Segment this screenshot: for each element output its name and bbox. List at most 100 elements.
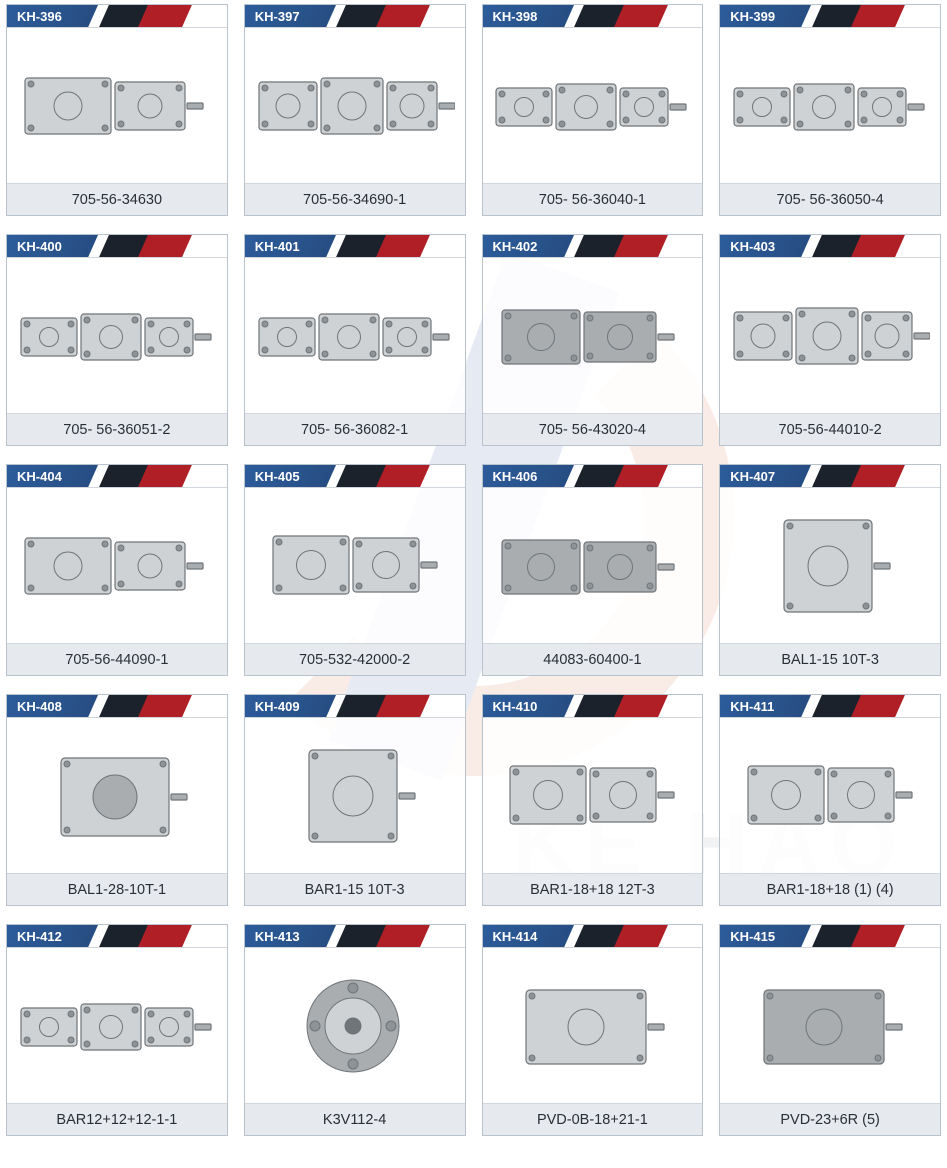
product-code: KH-403 — [730, 239, 775, 254]
product-card[interactable]: KH-406 44083-60400-1 — [482, 464, 704, 676]
product-card[interactable]: KH-415 PVD-23+6R (5) — [719, 924, 941, 1136]
product-card[interactable]: KH-396 705-56-34630 — [6, 4, 228, 216]
card-header: KH-404 — [7, 465, 227, 488]
product-code: KH-402 — [493, 239, 538, 254]
product-code: KH-398 — [493, 9, 538, 24]
product-image — [245, 948, 465, 1103]
product-image — [245, 258, 465, 413]
product-card[interactable]: KH-414 PVD-0B-18+21-1 — [482, 924, 704, 1136]
product-part-number: BAR1-15 10T-3 — [245, 873, 465, 905]
product-part-number: 705-56-34630 — [7, 183, 227, 215]
product-image — [720, 718, 940, 873]
product-image — [720, 28, 940, 183]
product-code: KH-397 — [255, 9, 300, 24]
card-header: KH-409 — [245, 695, 465, 718]
card-header: KH-398 — [483, 5, 703, 28]
product-code: KH-404 — [17, 469, 62, 484]
product-card[interactable]: KH-407 BAL1-15 10T-3 — [719, 464, 941, 676]
card-header: KH-415 — [720, 925, 940, 948]
product-part-number: 705-56-44010-2 — [720, 413, 940, 445]
product-card[interactable]: KH-402 705- 56-43020-4 — [482, 234, 704, 446]
card-header: KH-403 — [720, 235, 940, 258]
product-image — [7, 718, 227, 873]
product-image — [245, 718, 465, 873]
product-part-number: 705- 56-36082-1 — [245, 413, 465, 445]
product-image — [483, 948, 703, 1103]
card-header: KH-407 — [720, 465, 940, 488]
card-header: KH-405 — [245, 465, 465, 488]
product-card[interactable]: KH-409 BAR1-15 10T-3 — [244, 694, 466, 906]
product-code: KH-413 — [255, 929, 300, 944]
product-part-number: 44083-60400-1 — [483, 643, 703, 675]
product-card[interactable]: KH-400 705- 56-36051-2 — [6, 234, 228, 446]
product-card[interactable]: KH-399 705- 56-36050-4 — [719, 4, 941, 216]
product-image — [7, 488, 227, 643]
card-header: KH-401 — [245, 235, 465, 258]
card-header: KH-413 — [245, 925, 465, 948]
product-image — [245, 488, 465, 643]
product-code: KH-405 — [255, 469, 300, 484]
card-header: KH-411 — [720, 695, 940, 718]
product-image — [483, 28, 703, 183]
product-image — [7, 948, 227, 1103]
product-part-number: 705- 56-36050-4 — [720, 183, 940, 215]
product-part-number: 705- 56-43020-4 — [483, 413, 703, 445]
product-card[interactable]: KH-412 BAR12+12+12-1-1 — [6, 924, 228, 1136]
product-part-number: 705- 56-36051-2 — [7, 413, 227, 445]
product-code: KH-409 — [255, 699, 300, 714]
product-image — [7, 28, 227, 183]
product-card[interactable]: KH-411 BAR1-18+18 (1) (4) — [719, 694, 941, 906]
product-image — [720, 258, 940, 413]
card-header: KH-408 — [7, 695, 227, 718]
product-code: KH-411 — [730, 699, 774, 714]
card-header: KH-400 — [7, 235, 227, 258]
product-image — [720, 488, 940, 643]
product-part-number: 705-56-34690-1 — [245, 183, 465, 215]
product-image — [720, 948, 940, 1103]
product-card[interactable]: KH-401 705- 56-36082-1 — [244, 234, 466, 446]
product-image — [483, 258, 703, 413]
product-image — [483, 718, 703, 873]
product-grid: KH-396 705-56-34630 KH-397 705-56-34690-… — [6, 4, 941, 1136]
card-header: KH-399 — [720, 5, 940, 28]
product-part-number: 705-532-42000-2 — [245, 643, 465, 675]
product-part-number: BAR1-18+18 12T-3 — [483, 873, 703, 905]
product-code: KH-408 — [17, 699, 62, 714]
product-image — [7, 258, 227, 413]
product-part-number: BAL1-15 10T-3 — [720, 643, 940, 675]
product-code: KH-415 — [730, 929, 775, 944]
product-code: KH-401 — [255, 239, 300, 254]
product-part-number: BAR12+12+12-1-1 — [7, 1103, 227, 1135]
product-part-number: PVD-23+6R (5) — [720, 1103, 940, 1135]
product-card[interactable]: KH-404 705-56-44090-1 — [6, 464, 228, 676]
product-code: KH-412 — [17, 929, 62, 944]
card-header: KH-397 — [245, 5, 465, 28]
product-part-number: BAL1-28-10T-1 — [7, 873, 227, 905]
product-card[interactable]: KH-398 705- 56-36040-1 — [482, 4, 704, 216]
card-header: KH-402 — [483, 235, 703, 258]
product-card[interactable]: KH-397 705-56-34690-1 — [244, 4, 466, 216]
product-card[interactable]: KH-403 705-56-44010-2 — [719, 234, 941, 446]
product-code: KH-414 — [493, 929, 538, 944]
product-part-number: K3V112-4 — [245, 1103, 465, 1135]
product-card[interactable]: KH-408 BAL1-28-10T-1 — [6, 694, 228, 906]
product-part-number: BAR1-18+18 (1) (4) — [720, 873, 940, 905]
product-part-number: 705- 56-36040-1 — [483, 183, 703, 215]
product-code: KH-399 — [730, 9, 775, 24]
product-code: KH-406 — [493, 469, 538, 484]
product-card[interactable]: KH-413 K3V112-4 — [244, 924, 466, 1136]
product-code: KH-400 — [17, 239, 62, 254]
card-header: KH-412 — [7, 925, 227, 948]
product-part-number: PVD-0B-18+21-1 — [483, 1103, 703, 1135]
card-header: KH-414 — [483, 925, 703, 948]
product-part-number: 705-56-44090-1 — [7, 643, 227, 675]
product-card[interactable]: KH-410 BAR1-18+18 12T-3 — [482, 694, 704, 906]
product-image — [483, 488, 703, 643]
product-image — [245, 28, 465, 183]
product-code: KH-407 — [730, 469, 775, 484]
product-card[interactable]: KH-405 705-532-42000-2 — [244, 464, 466, 676]
card-header: KH-406 — [483, 465, 703, 488]
card-header: KH-396 — [7, 5, 227, 28]
card-header: KH-410 — [483, 695, 703, 718]
product-code: KH-396 — [17, 9, 62, 24]
